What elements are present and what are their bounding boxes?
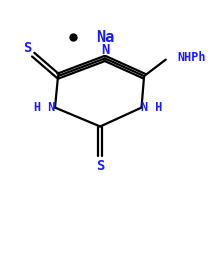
Text: Na: Na	[97, 30, 115, 45]
Text: H N: H N	[34, 101, 55, 114]
Text: S: S	[96, 158, 104, 172]
Text: N H: N H	[141, 101, 162, 114]
Text: N: N	[101, 43, 109, 57]
Text: S: S	[24, 40, 32, 54]
Text: NHPh: NHPh	[178, 51, 206, 64]
